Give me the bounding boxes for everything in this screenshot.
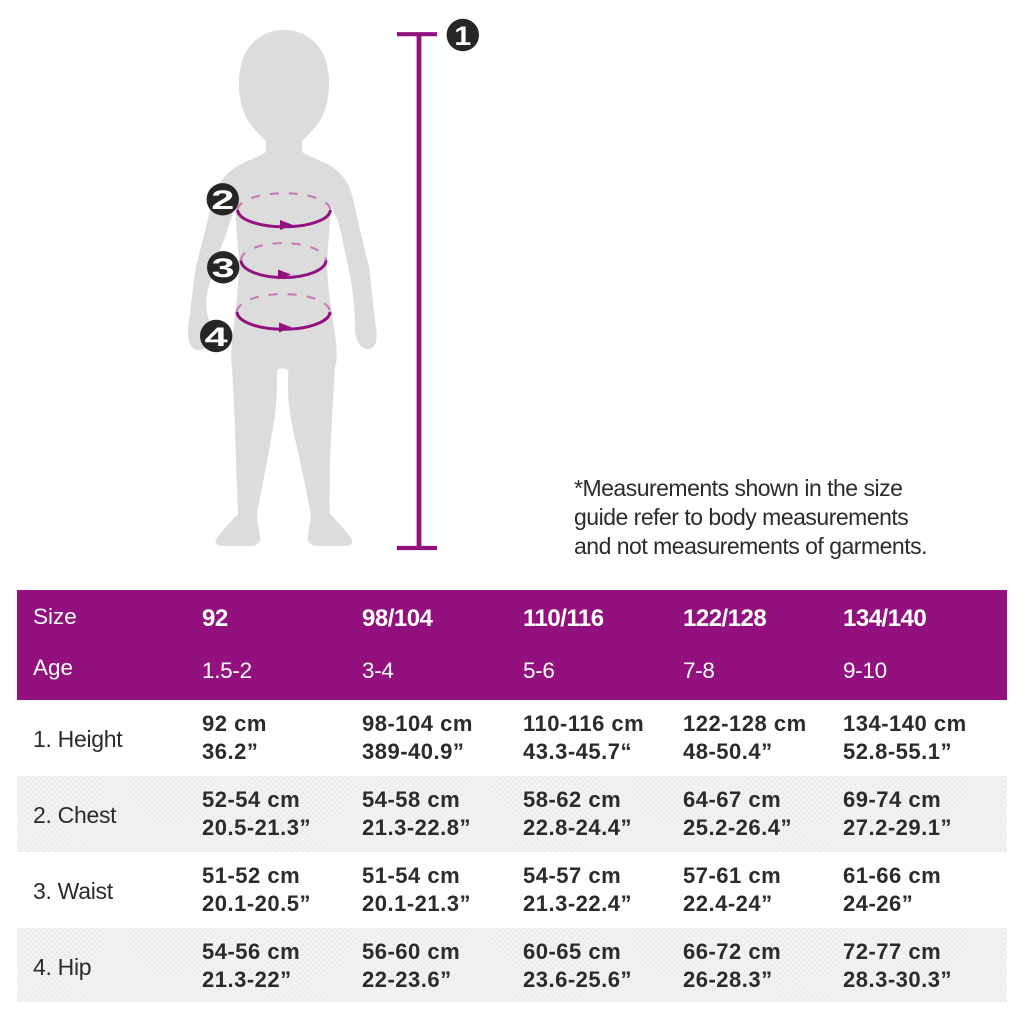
svg-text:4: 4	[205, 322, 228, 352]
svg-text:1: 1	[454, 21, 471, 51]
svg-text:3: 3	[212, 253, 235, 283]
svg-text:2: 2	[211, 185, 234, 215]
